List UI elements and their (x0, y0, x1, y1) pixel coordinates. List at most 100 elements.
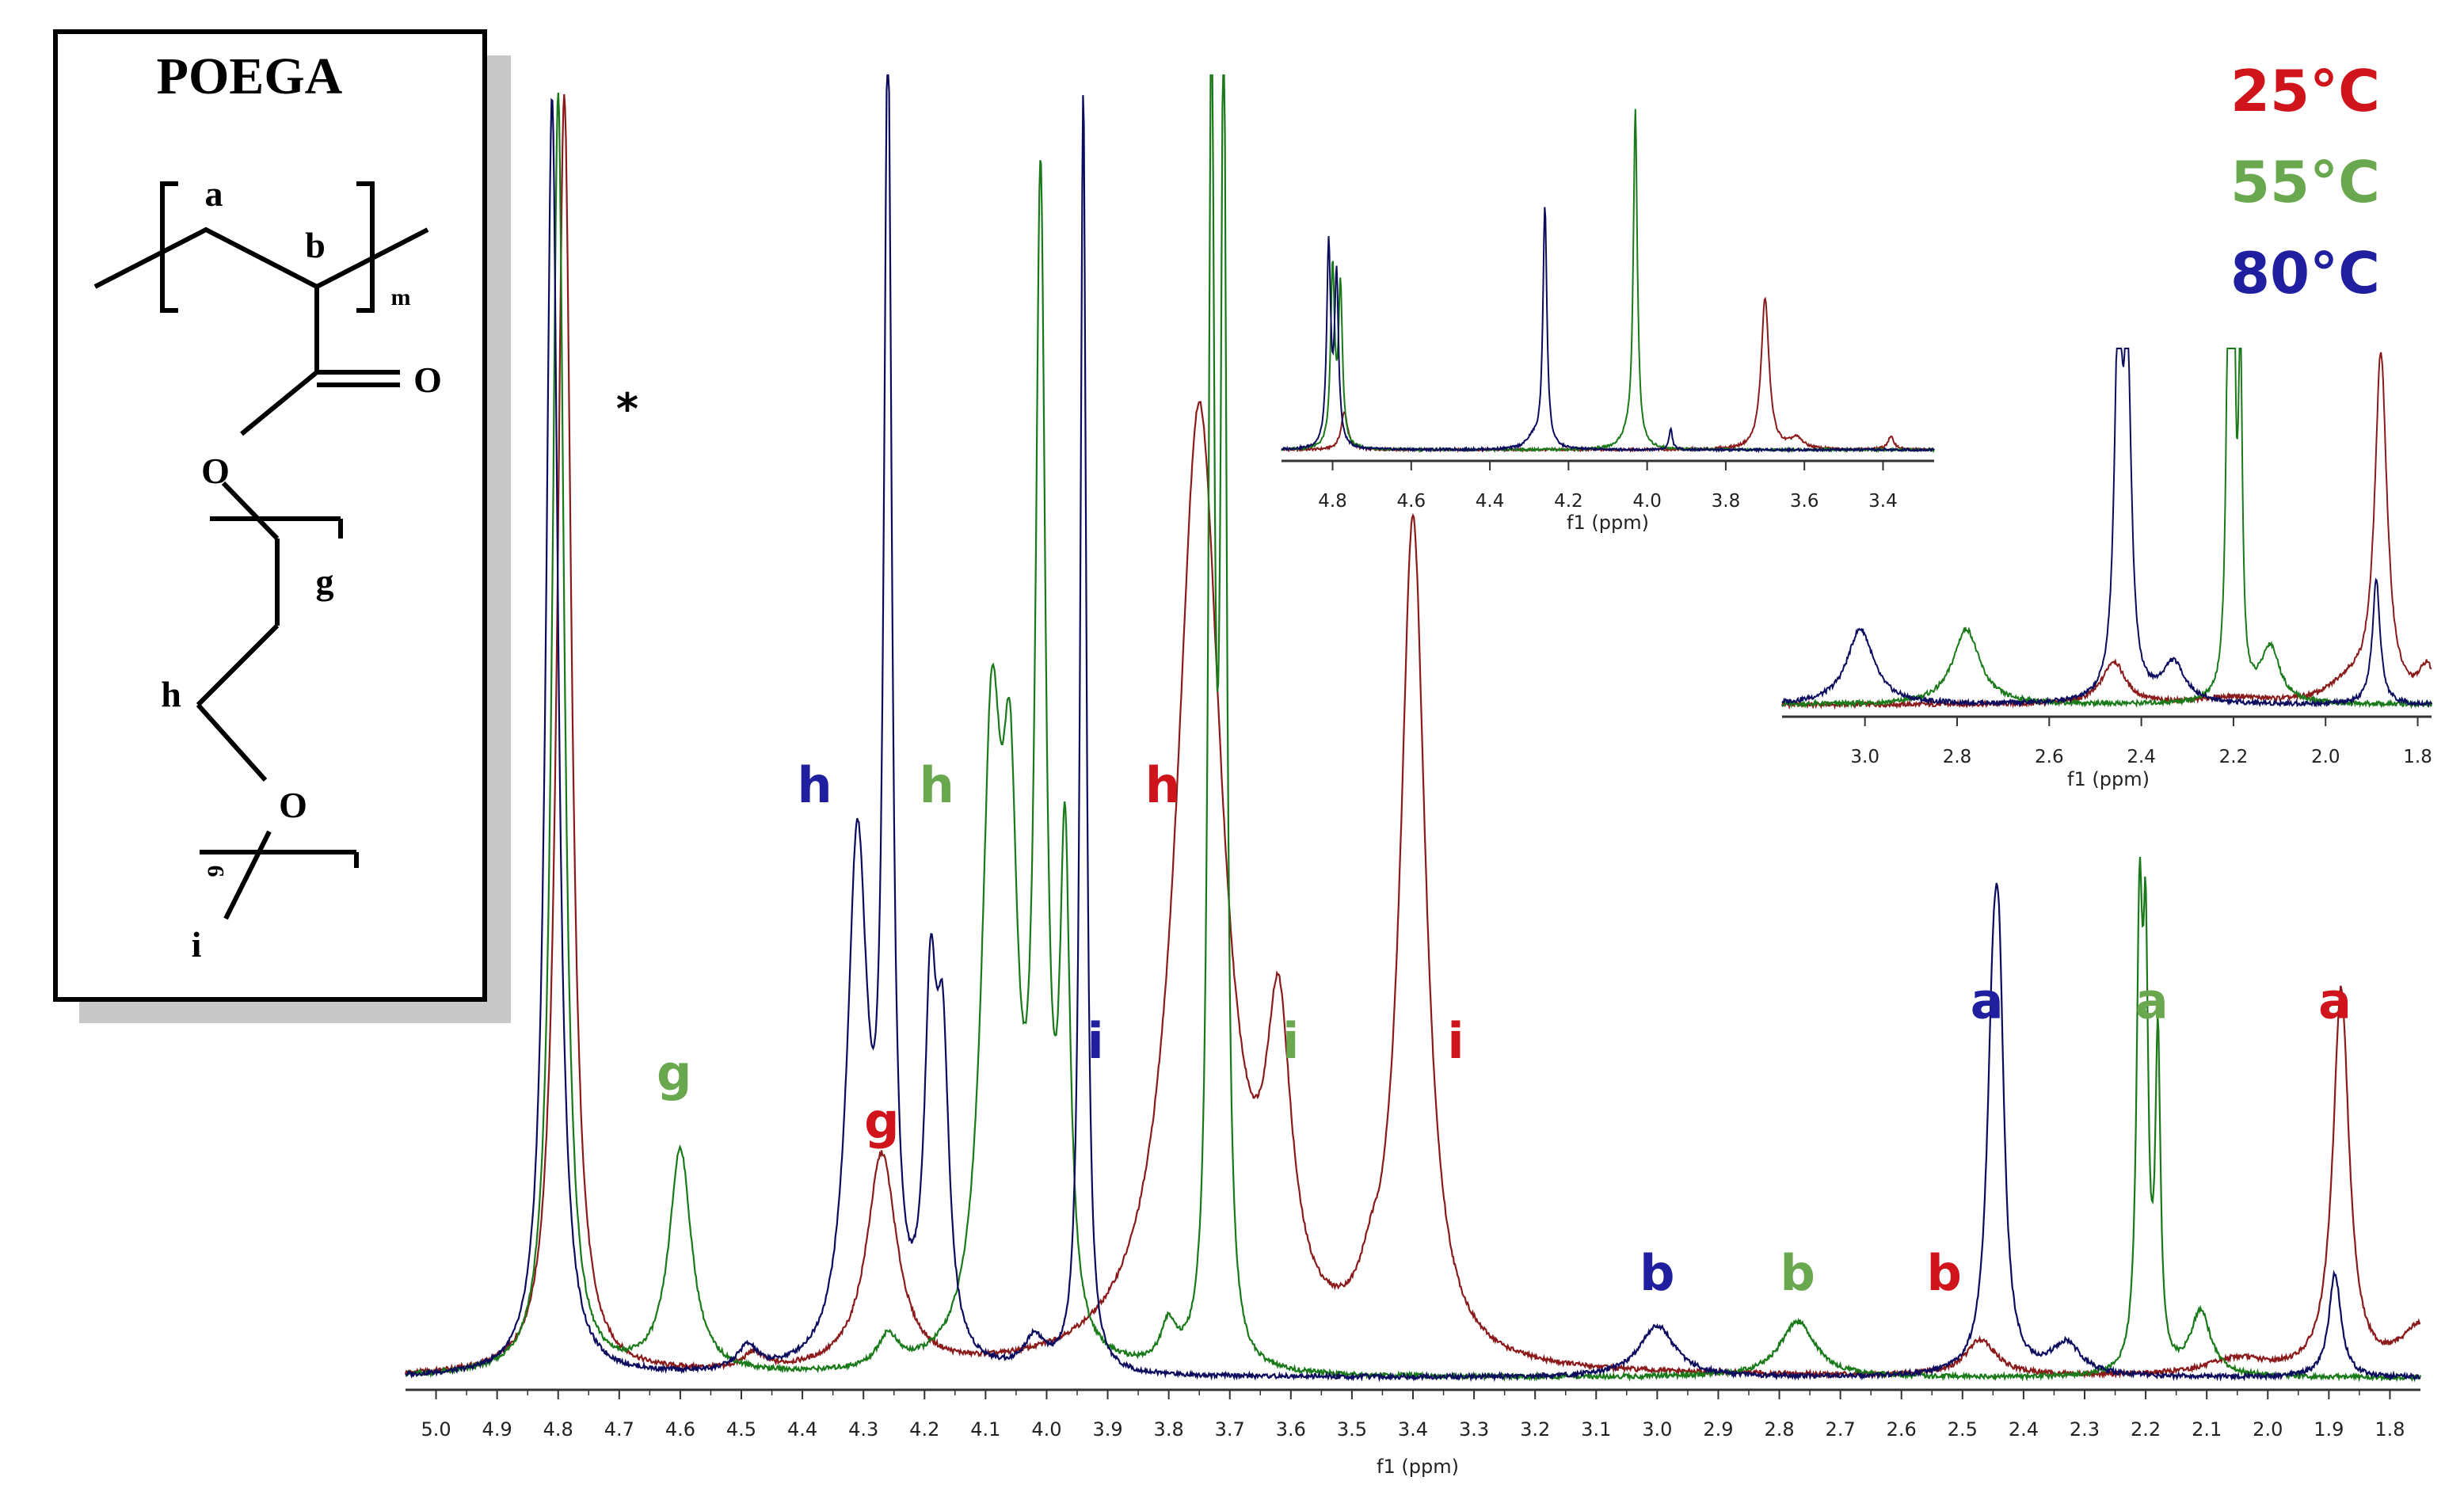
series-55c (1281, 108, 1935, 454)
x-tick-label: 5.0 (421, 1418, 451, 1441)
structure-bonds (93, 181, 429, 920)
series-55c (405, 74, 2422, 1383)
peak-label-a: a (2318, 972, 2352, 1030)
inset-top-x-ticks: 4.8 4.6 4.4 4.2 4.0 3.8 3.6 3.4 (1318, 461, 1898, 512)
series-80c (1781, 348, 2432, 708)
label-m: m (391, 284, 411, 310)
peak-label-i: i (1447, 1012, 1464, 1070)
x-tick-label: 4.0 (1031, 1418, 1061, 1441)
structure-panel: POEGA a b m O O (53, 29, 511, 1023)
main-spectrum: 5.0 4.9 4.8 4.7 4.6 4.5 4.4 4.3 4.2 4.1 4.0 3.9 3.8 3… (404, 74, 2422, 1478)
x-tick-label: 3.7 (1215, 1418, 1245, 1441)
structure-box (53, 29, 487, 1002)
x-tick-label: 4.5 (726, 1418, 756, 1441)
x-tick-label: 2.8 (1943, 747, 1972, 767)
x-tick-label: 4.4 (1476, 491, 1505, 512)
x-tick-label: 2.4 (2127, 747, 2156, 767)
peak-label-a: a (2135, 972, 2169, 1030)
peak-label-b: b (1926, 1244, 1961, 1302)
peak-label-h: h (920, 756, 954, 814)
x-tick-label: 2.7 (1826, 1418, 1856, 1441)
peak-label-b: b (1639, 1244, 1674, 1302)
x-tick-label: 1.8 (2403, 747, 2432, 767)
peak-label-i: i (1087, 1012, 1103, 1070)
x-tick-label: 2.0 (2253, 1418, 2283, 1441)
x-tick-label: 3.8 (1154, 1418, 1184, 1441)
label-g: g (316, 561, 334, 602)
label-carbonyl-o: O (413, 360, 442, 400)
x-tick-label: 4.2 (1554, 491, 1583, 512)
x-tick-label: 3.2 (1520, 1418, 1550, 1441)
main-traces (404, 74, 2422, 1383)
x-tick-label: 3.4 (1398, 1418, 1428, 1441)
label-ether-o: O (279, 785, 307, 825)
legend: 25°C 55°C 80°C (2230, 58, 2380, 306)
series-25c (1781, 352, 2432, 710)
x-tick-label: 4.8 (1318, 491, 1347, 512)
x-tick-label: 2.5 (1948, 1418, 1978, 1441)
label-a: a (205, 173, 223, 214)
legend-item-55c: 55°C (2230, 149, 2380, 215)
x-tick-label: 3.0 (1642, 1418, 1672, 1441)
main-peak-labels: g h i b a g h i b a h i b a (657, 756, 2352, 1302)
x-tick-label: 3.3 (1459, 1418, 1489, 1441)
label-i: i (192, 924, 202, 965)
legend-item-80c: 80°C (2230, 240, 2380, 306)
x-tick-label: 4.4 (787, 1418, 817, 1441)
x-tick-label: 2.6 (2035, 747, 2064, 767)
series-55c (1781, 348, 2432, 710)
x-tick-label: 3.6 (1790, 491, 1819, 512)
x-tick-label: 4.6 (665, 1418, 695, 1441)
polymer-name: POEGA (157, 48, 343, 105)
x-tick-label: 4.3 (848, 1418, 878, 1441)
x-tick-label: 2.2 (2131, 1418, 2161, 1441)
x-tick-label: 2.3 (2070, 1418, 2100, 1441)
label-b: b (305, 225, 326, 265)
peak-label-i: i (1282, 1012, 1299, 1070)
x-tick-label: 3.0 (1850, 747, 1879, 767)
peak-label-h: h (1145, 756, 1180, 814)
x-tick-label: 2.4 (2009, 1418, 2039, 1441)
x-tick-label: 3.5 (1337, 1418, 1367, 1441)
inset-right-x-ticks: 3.0 2.8 2.6 2.4 2.2 2.0 1.8 (1850, 717, 2432, 767)
series-80c (405, 74, 2421, 1383)
x-tick-label: 2.9 (1703, 1418, 1733, 1441)
x-tick-label: 3.1 (1581, 1418, 1611, 1441)
x-tick-label: 3.8 (1712, 491, 1741, 512)
x-tick-label: 2.6 (1887, 1418, 1917, 1441)
x-tick-label: 1.8 (2375, 1418, 2405, 1441)
x-tick-label: 4.7 (604, 1418, 634, 1441)
x-tick-label: 4.2 (909, 1418, 939, 1441)
series-80c (1281, 207, 1935, 454)
x-tick-label: 3.9 (1092, 1418, 1122, 1441)
main-x-axis-title: f1 (ppm) (1377, 1456, 1459, 1478)
inset-top-traces (1281, 108, 1935, 454)
inset-right-traces (1781, 348, 2432, 710)
x-tick-label: 2.1 (2192, 1418, 2222, 1441)
legend-item-25c: 25°C (2230, 58, 2380, 124)
x-tick-label: 2.8 (1764, 1418, 1794, 1441)
label-n: 9 (203, 866, 229, 877)
main-x-ticks: 5.0 4.9 4.8 4.7 4.6 4.5 4.4 4.3 4.2 4.1 4.0 3.9 3.8 3… (421, 1390, 2405, 1441)
x-tick-label: 3.4 (1868, 491, 1898, 512)
x-tick-label: 2.2 (2219, 747, 2249, 767)
x-tick-label: 4.6 (1397, 491, 1426, 512)
inset-top: 4.8 4.6 4.4 4.2 4.0 3.8 3.6 3.4 f1 (ppm) (1281, 108, 1935, 534)
x-tick-label: 4.1 (970, 1418, 1000, 1441)
peak-label-g: g (657, 1044, 691, 1102)
solvent-asterisk: * (616, 384, 638, 434)
series-25c (1281, 296, 1935, 453)
x-tick-label: 4.0 (1632, 491, 1662, 512)
label-ester-o: O (201, 451, 230, 491)
series-25c (404, 93, 2421, 1380)
inset-right: 3.0 2.8 2.6 2.4 2.2 2.0 1.8 f1 (ppm) (1781, 348, 2432, 790)
x-tick-label: 4.9 (482, 1418, 512, 1441)
peak-label-a: a (1971, 972, 2004, 1030)
inset-top-x-axis-title: f1 (ppm) (1567, 512, 1649, 534)
label-h: h (161, 674, 181, 714)
x-tick-label: 3.6 (1276, 1418, 1306, 1441)
peak-label-h: h (797, 756, 832, 814)
x-tick-label: 4.8 (543, 1418, 573, 1441)
x-tick-label: 1.9 (2314, 1418, 2344, 1441)
